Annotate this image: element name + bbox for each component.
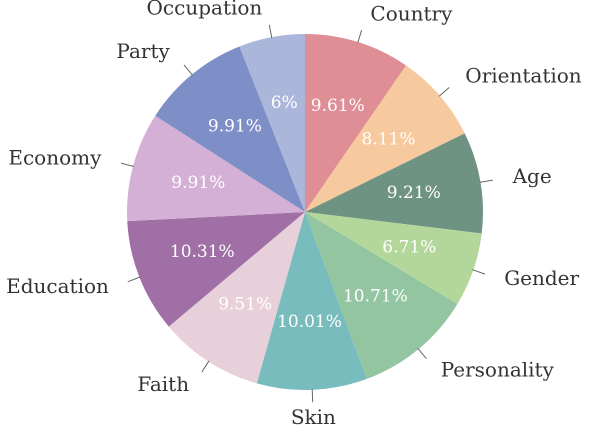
slice-name-label: Economy <box>8 146 102 170</box>
pie-slice-orientation <box>305 65 465 212</box>
slice-name-label: Party <box>116 39 170 63</box>
slice-percent-label: 9.21% <box>387 183 441 203</box>
slice-name-label: Gender <box>504 266 579 290</box>
leader-line <box>120 162 134 167</box>
slice-percent-label: 9.51% <box>218 294 272 314</box>
slice-name-label: Age <box>512 164 552 188</box>
slice-percent-label: 8.11% <box>361 129 415 149</box>
leader-line <box>311 388 314 403</box>
slice-percent-label: 9.91% <box>208 116 262 136</box>
pie-slice-gender <box>305 212 482 304</box>
slice-percent-label: 6.71% <box>382 238 436 258</box>
leader-line <box>438 87 450 97</box>
leader-line <box>357 30 363 44</box>
pie-slice-education <box>127 212 306 327</box>
slice-name-label: Education <box>6 274 109 298</box>
pie-slice-skin <box>256 212 367 390</box>
pie-slice-faith <box>168 212 305 384</box>
slice-name-label: Orientation <box>465 64 582 88</box>
leader-line <box>479 179 493 183</box>
slice-name-label: Personality <box>441 358 555 382</box>
leader-line <box>127 276 141 283</box>
slice-percent-label: 9.91% <box>171 173 225 193</box>
slice-percent-label: 9.61% <box>311 96 365 116</box>
pie-slice-party <box>155 46 305 212</box>
slice-percent-label: 10.71% <box>343 287 408 307</box>
pie-slice-economy <box>127 115 305 222</box>
leader-line <box>201 360 210 373</box>
slice-name-label: Skin <box>291 405 336 426</box>
leader-line <box>183 64 193 76</box>
leader-line <box>268 24 273 39</box>
slice-name-label: Faith <box>137 372 189 396</box>
pie-slice-personality <box>305 212 458 379</box>
slice-percent-label: 10.31% <box>170 242 235 262</box>
leader-line <box>417 348 427 360</box>
pie-slice-country <box>305 34 407 212</box>
pie-slice-occupation <box>239 34 305 212</box>
slice-percent-label: 10.01% <box>277 312 342 332</box>
leader-line <box>472 269 486 275</box>
slice-name-label: Occupation <box>147 0 263 20</box>
slice-percent-label: 6% <box>271 93 298 113</box>
slice-name-label: Country <box>370 1 453 25</box>
pie-slice-age <box>305 133 483 234</box>
